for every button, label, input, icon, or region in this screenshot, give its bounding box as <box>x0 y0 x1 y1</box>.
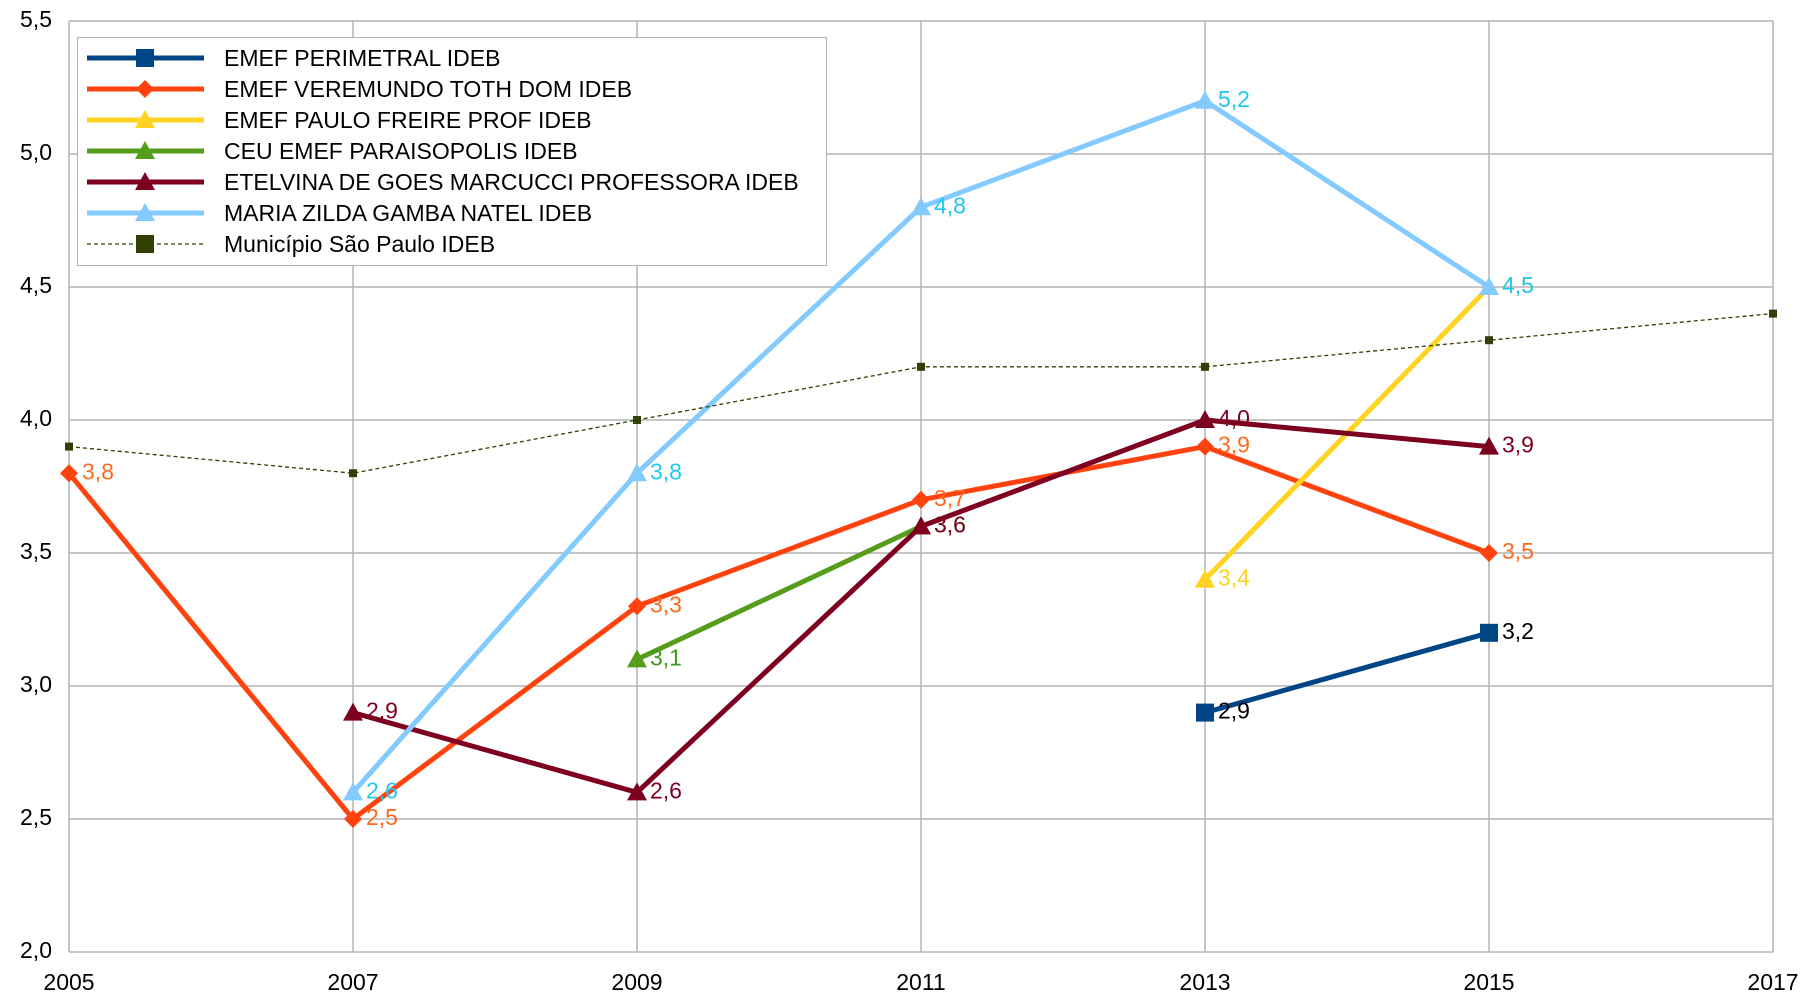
series-line <box>67 444 1490 822</box>
legend-label: EMEF PAULO FREIRE PROF IDEB <box>224 107 592 133</box>
data-label: 3,4 <box>1218 565 1250 591</box>
marker <box>1195 90 1215 109</box>
y-tick-label: 3,0 <box>20 671 52 697</box>
data-label: 2,9 <box>366 698 398 724</box>
x-tick-label: 2013 <box>1179 969 1230 995</box>
marker <box>912 490 930 509</box>
legend-swatch <box>87 141 204 159</box>
data-label: 2,6 <box>650 777 682 803</box>
data-label: 3,1 <box>650 644 682 670</box>
legend-entry: MARIA ZILDA GAMBA NATEL IDEB <box>78 197 826 228</box>
marker <box>60 464 78 483</box>
marker <box>1201 362 1209 371</box>
marker <box>627 649 647 668</box>
legend-entry: CEU EMEF PARAISOPOLIS IDEB <box>78 135 826 166</box>
y-tick-label: 5,5 <box>20 6 52 32</box>
legend-label: EMEF VEREMUNDO TOTH DOM IDEB <box>224 76 633 102</box>
marker <box>136 235 154 253</box>
marker <box>1196 703 1214 722</box>
marker <box>911 197 931 216</box>
marker <box>911 516 931 535</box>
x-tick-label: 2015 <box>1463 969 1514 995</box>
data-label: 5,2 <box>1218 86 1250 112</box>
data-label: 2,5 <box>366 804 398 830</box>
data-label: 3,5 <box>1502 538 1534 564</box>
legend-swatch <box>87 80 204 98</box>
data-label: 3,2 <box>1502 618 1534 644</box>
data-label: 3,6 <box>934 511 966 537</box>
marker <box>135 203 155 221</box>
data-label: 3,6 <box>934 511 966 537</box>
marker <box>1480 544 1498 562</box>
x-tick-label: 2007 <box>327 969 378 995</box>
marker <box>135 141 155 159</box>
marker <box>1196 437 1214 456</box>
marker <box>1479 277 1499 295</box>
marker <box>633 416 641 424</box>
legend-label: ETELVINA DE GOES MARCUCCI PROFESSORA IDE… <box>224 169 799 195</box>
data-label: 3,9 <box>1218 432 1250 458</box>
y-tick-label: 3,5 <box>20 538 52 564</box>
marker <box>343 782 363 801</box>
data-label: 3,8 <box>82 458 114 484</box>
x-tick-label: 2005 <box>43 969 94 995</box>
data-label: 3,8 <box>650 458 682 484</box>
marker <box>135 172 155 190</box>
y-tick-label: 4,0 <box>20 405 52 431</box>
marker <box>344 810 362 828</box>
series-line <box>1204 630 1490 716</box>
series-line <box>635 524 923 662</box>
marker <box>1485 336 1493 345</box>
legend-swatch <box>87 235 204 253</box>
marker <box>1195 569 1215 588</box>
marker <box>1769 309 1777 318</box>
y-tick-label: 2,0 <box>20 937 52 963</box>
data-label: 2,9 <box>1218 698 1250 724</box>
y-tick-label: 4,5 <box>20 272 52 298</box>
legend-entry: EMEF VEREMUNDO TOTH DOM IDEB <box>78 73 826 104</box>
marker <box>136 80 154 98</box>
data-label: 2,6 <box>366 777 398 803</box>
marker <box>136 49 154 67</box>
marker <box>1480 623 1498 642</box>
marker <box>917 362 925 371</box>
legend-entry: EMEF PERIMETRAL IDEB <box>78 42 826 73</box>
legend-label: EMEF PERIMETRAL IDEB <box>224 45 501 71</box>
data-label: 3,3 <box>650 591 682 617</box>
marker <box>349 469 357 478</box>
marker <box>627 782 647 801</box>
legend-swatch <box>87 49 204 67</box>
legend-label: CEU EMEF PARAISOPOLIS IDEB <box>224 138 578 164</box>
legend-swatch <box>87 172 204 190</box>
marker <box>1195 410 1215 428</box>
legend-swatch <box>87 203 204 221</box>
legend-entry: Município São Paulo IDEB <box>78 228 826 259</box>
data-label: 4,5 <box>1502 272 1534 298</box>
marker <box>1479 436 1499 455</box>
marker <box>343 702 363 721</box>
legend-entry: EMEF PAULO FREIRE PROF IDEB <box>78 104 826 135</box>
y-tick-label: 5,0 <box>20 139 52 165</box>
data-label: 4,8 <box>934 192 966 218</box>
legend: EMEF PERIMETRAL IDEB EMEF VEREMUNDO TOTH … <box>77 37 827 266</box>
legend-label: Município São Paulo IDEB <box>224 231 496 257</box>
y-tick-label: 2,5 <box>20 804 52 830</box>
x-tick-label: 2011 <box>896 969 945 995</box>
data-label: 3,7 <box>934 485 966 511</box>
marker <box>628 597 646 616</box>
data-label: 4,5 <box>1502 272 1534 298</box>
x-tick-label: 2009 <box>611 969 662 995</box>
legend-swatch <box>87 110 204 128</box>
legend-label: MARIA ZILDA GAMBA NATEL IDEB <box>224 200 593 226</box>
marker <box>135 110 155 128</box>
data-label: 3,9 <box>1502 432 1534 458</box>
x-tick-label: 2017 <box>1747 969 1798 995</box>
marker <box>627 463 647 482</box>
data-label: 4,0 <box>1218 405 1250 431</box>
marker <box>65 442 73 451</box>
legend-entry: ETELVINA DE GOES MARCUCCI PROFESSORA IDE… <box>78 166 826 197</box>
